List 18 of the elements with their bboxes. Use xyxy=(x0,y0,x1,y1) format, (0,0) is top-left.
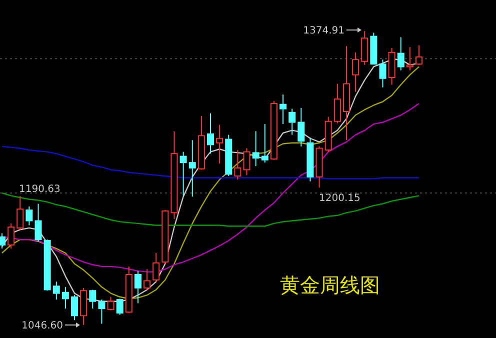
candlestick xyxy=(280,94,287,125)
candlestick xyxy=(352,52,360,92)
candlestick xyxy=(62,286,69,310)
candlestick xyxy=(170,130,178,220)
candlestick xyxy=(216,124,224,164)
candlestick xyxy=(243,148,250,176)
candlestick xyxy=(342,46,350,141)
annotation: 1190.63 xyxy=(19,184,60,195)
candlestick xyxy=(207,112,214,154)
candlestick xyxy=(188,140,196,198)
annotation: 1374.91 xyxy=(303,26,344,36)
candlestick xyxy=(397,36,404,71)
text: 黄金周线图 xyxy=(280,273,380,297)
annotation: 1046.60 xyxy=(22,320,63,332)
candlestick xyxy=(298,107,305,147)
candlestick xyxy=(252,130,260,167)
candlestick xyxy=(406,46,414,71)
annotation: 1200.15 xyxy=(319,193,360,204)
